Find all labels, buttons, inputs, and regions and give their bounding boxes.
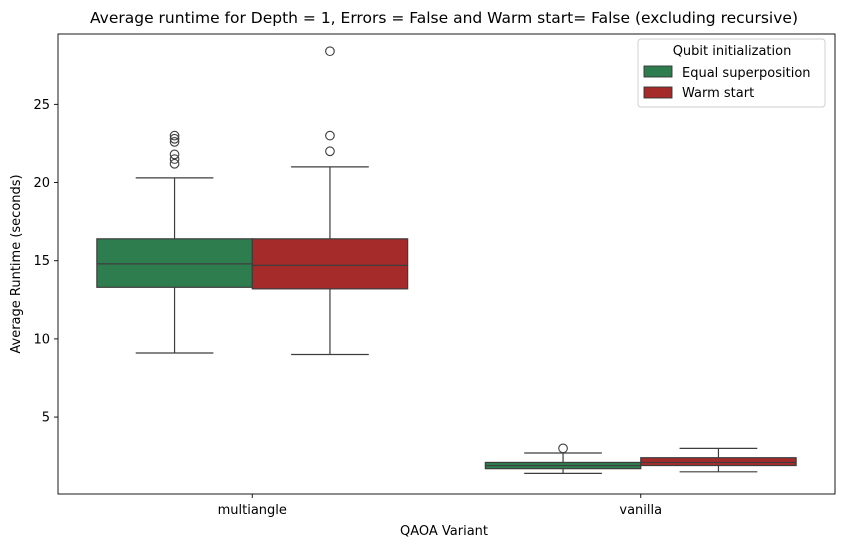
box-multiangle-warm-start-outlier <box>325 130 335 141</box>
box-multiangle-equal-superposition-outlier <box>169 158 180 169</box>
box-multiangle-warm-start-outlier <box>325 146 335 157</box>
plot-frame <box>57 33 836 495</box>
legend-frame <box>637 38 826 108</box>
chart-title: Average runtime for Depth = 1, Errors = … <box>90 9 798 27</box>
legend-label-warm-start: Warm start <box>682 86 754 101</box>
box-multiangle-equal-superposition-outlier <box>169 137 180 147</box>
y-tick-label: 5 <box>42 411 50 426</box>
legend-swatch-equal-superposition <box>643 65 673 78</box>
y-tick-label: 25 <box>33 98 50 113</box>
legend: Qubit initialization Equal superposition… <box>637 38 826 108</box>
box-multiangle-equal-superposition-outlier <box>169 130 180 141</box>
y-tick-label: 10 <box>33 332 50 347</box>
y-axis-label: Average Runtime (seconds) <box>9 174 24 353</box>
legend-label-equal-superposition: Equal superposition <box>682 66 811 81</box>
box-vanilla-warm-start <box>640 457 797 467</box>
box-multiangle-warm-start-outlier <box>325 46 335 57</box>
x-tick-label-multiangle: multiangle <box>218 503 287 518</box>
box-multiangle-equal-superposition <box>96 238 253 288</box>
legend-swatch-warm-start <box>643 86 673 99</box>
box-multiangle-warm-start <box>251 238 409 290</box>
y-tick-label: 20 <box>33 176 50 191</box>
box-vanilla-equal-superposition-outlier <box>558 443 568 454</box>
box-multiangle-equal-superposition-outlier <box>169 133 180 144</box>
x-axis: multiangle vanilla <box>218 494 662 518</box>
x-tick-label-vanilla: vanilla <box>619 503 662 518</box>
legend-title: Qubit initialization <box>673 44 792 59</box>
box-multiangle-equal-superposition-outlier <box>169 154 180 164</box>
y-axis: 5 10 15 20 25 <box>33 98 58 426</box>
box-multiangle-equal-superposition-outlier <box>169 149 180 160</box>
x-axis-label: QAOA Variant <box>400 524 488 539</box>
plot-area <box>96 46 797 474</box>
y-tick-label: 15 <box>33 254 50 269</box>
